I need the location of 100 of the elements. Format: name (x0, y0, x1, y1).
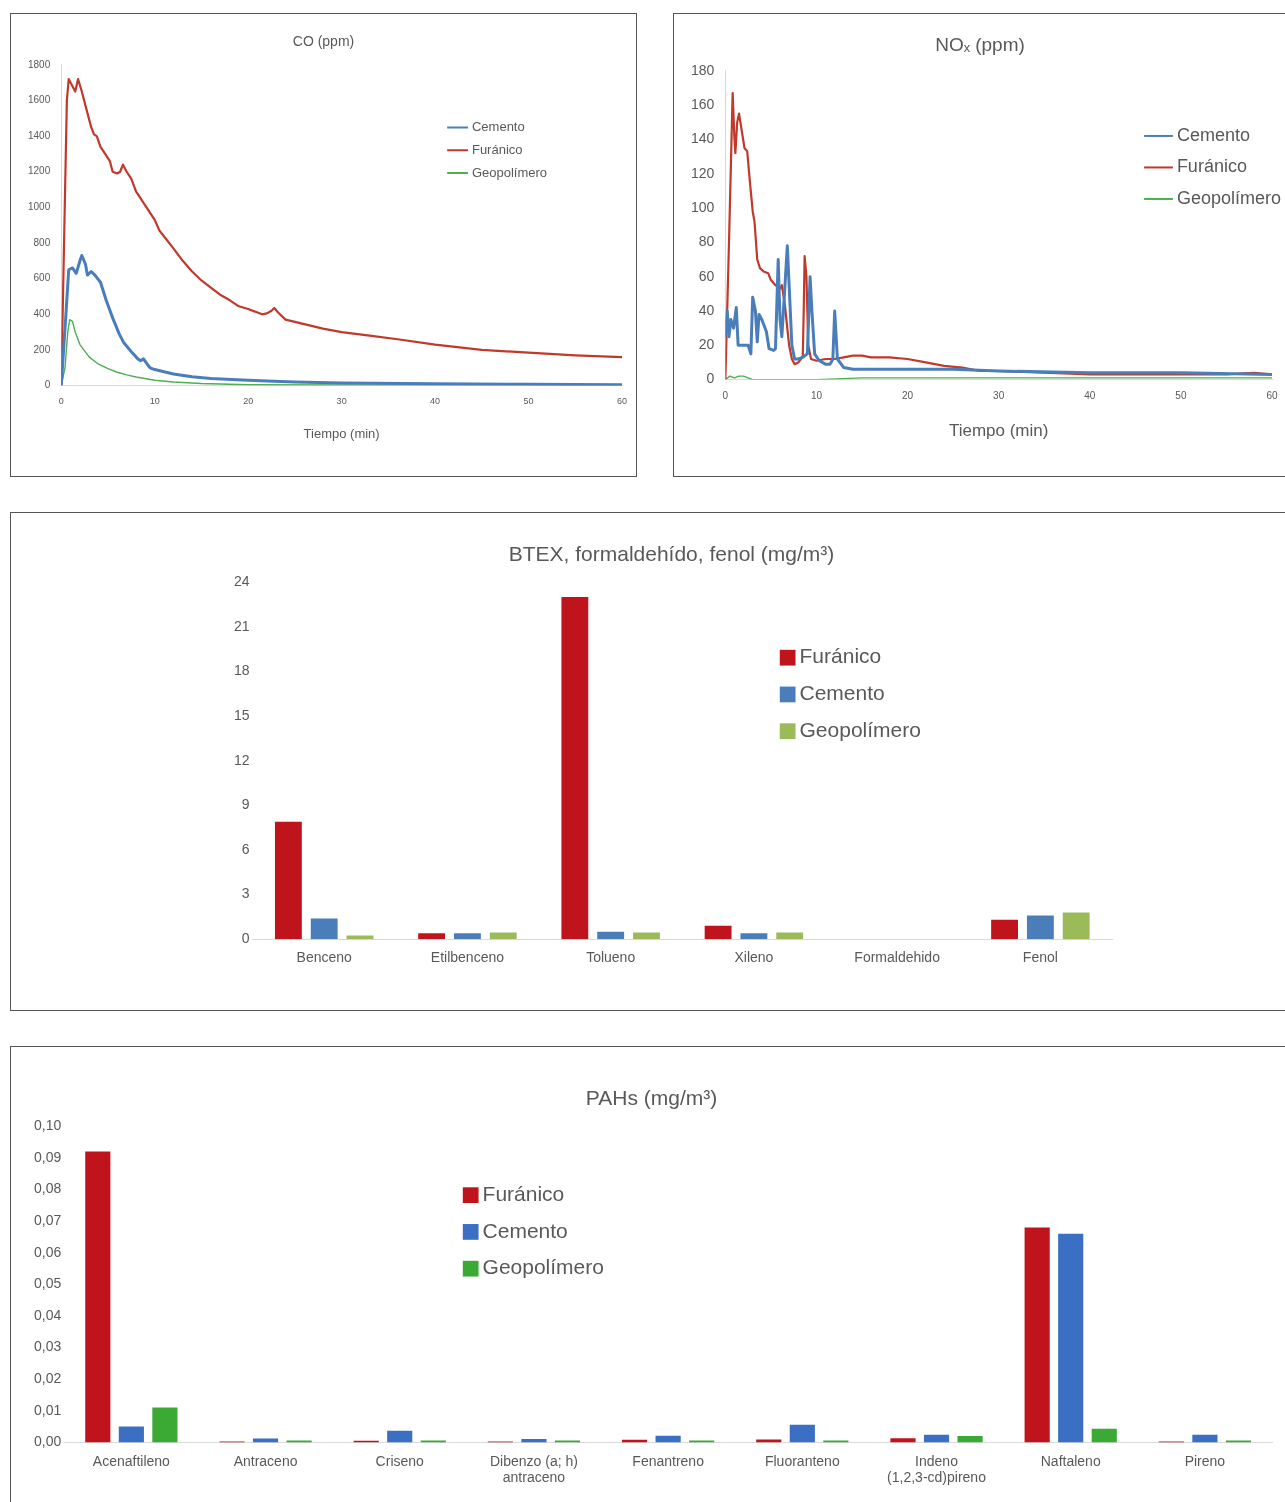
x-tick-label: 10 (810, 390, 823, 402)
y-tick-label: 0,00 (34, 1433, 62, 1450)
x-tick-label: 40 (430, 396, 441, 407)
y-tick-label: 100 (691, 198, 715, 215)
y-tick-label: 3 (241, 885, 250, 902)
x-tick-label: 20 (902, 390, 914, 402)
bar (789, 1424, 815, 1443)
y-tick-label: 60 (698, 267, 715, 284)
x-tick-label: 0 (722, 390, 729, 402)
x-tick-label: Formaldehido (854, 949, 941, 966)
x-tick-label: 60 (1266, 390, 1278, 402)
bar (776, 932, 804, 940)
y-tick-label: 0 (44, 379, 51, 391)
bar (740, 933, 768, 940)
y-tick-label: 12 (233, 751, 250, 768)
x-tick-label: 50 (523, 396, 534, 407)
bar (1062, 912, 1090, 940)
y-tick-label: 0,06 (34, 1243, 62, 1260)
bar (1026, 915, 1054, 940)
bar (310, 918, 338, 940)
x-tick-label: Criseno (375, 1452, 425, 1469)
bar (418, 933, 446, 940)
x-tick-label: 10 (149, 396, 160, 407)
bar (704, 925, 732, 940)
bar (1091, 1428, 1117, 1443)
bar (118, 1426, 144, 1443)
x-tick-label: Pireno (1184, 1452, 1226, 1469)
x-tick-label: Acenaftileno (92, 1452, 171, 1469)
bar (633, 932, 660, 940)
y-tick-label: 24 (233, 573, 250, 590)
legend-label: Cemento (1176, 124, 1250, 145)
x-tick-label: Xileno (734, 949, 774, 966)
bar (991, 919, 1018, 940)
y-tick-label: 0,08 (34, 1180, 62, 1197)
bar (1192, 1434, 1218, 1443)
y-tick-label: 400 (33, 308, 51, 320)
y-tick-label: 80 (698, 233, 715, 250)
x-tick-label: Etilbenceno (430, 949, 505, 966)
legend-label: Furánico (471, 141, 523, 157)
y-tick-label: 120 (691, 164, 715, 181)
y-tick-label: 1600 (28, 94, 51, 106)
y-tick-label: 0,05 (34, 1275, 62, 1292)
y-tick-label: 9 (241, 796, 250, 813)
y-tick-label: 0,09 (34, 1148, 62, 1165)
legend-label: Geopolímero (471, 164, 548, 180)
bar (454, 933, 481, 940)
legend-label: Furánico (482, 1181, 565, 1205)
y-tick-label: 600 (33, 272, 51, 284)
y-tick-label: 0,01 (34, 1401, 62, 1418)
x-tick-label: Benceno (296, 949, 353, 966)
bar (85, 1151, 111, 1443)
chart-title: CO (ppm) (292, 33, 355, 50)
y-tick-label: 1000 (28, 201, 51, 213)
legend-label: Furánico (1176, 156, 1247, 177)
bar (152, 1407, 178, 1443)
y-tick-label: 200 (33, 343, 51, 355)
x-tick-label: 60 (616, 396, 628, 407)
x-tick-label: 40 (1084, 390, 1096, 402)
legend-label: Geopolímero (799, 717, 921, 741)
bar (387, 1430, 413, 1443)
bar (489, 932, 517, 940)
legend-label: Geopolímero (482, 1255, 604, 1279)
x-tick-label: 30 (993, 390, 1005, 402)
x-tick-label: Antraceno (233, 1452, 298, 1469)
y-tick-label: 160 (691, 95, 715, 112)
y-tick-label: 0 (706, 370, 715, 387)
bar (561, 597, 589, 940)
chart-title: BTEX, formaldehído, fenol (mg/m³) (508, 542, 835, 566)
bar (923, 1434, 950, 1443)
legend-label: Cemento (482, 1218, 568, 1242)
y-tick-label: 180 (691, 61, 715, 78)
y-tick-label: 0,07 (34, 1211, 62, 1228)
bar (274, 821, 302, 940)
y-tick-label: 140 (691, 130, 715, 147)
x-tick-label: Fenantreno (632, 1452, 705, 1469)
y-tick-label: 1800 (28, 58, 51, 70)
x-tick-label: Dibenzo (a; h) antraceno (489, 1452, 578, 1486)
y-tick-label: 15 (233, 706, 250, 723)
bar (1058, 1233, 1084, 1443)
x-axis-title: Tiempo (min) (303, 425, 380, 441)
y-tick-label: 6 (241, 840, 250, 857)
y-tick-label: 0,04 (34, 1306, 62, 1323)
y-tick-label: 20 (698, 336, 715, 353)
legend-label: Furánico (799, 644, 882, 668)
y-tick-label: 18 (233, 662, 250, 679)
y-tick-label: 0,02 (34, 1370, 62, 1387)
bar (957, 1436, 983, 1443)
y-tick-label: 1400 (28, 129, 51, 141)
y-tick-label: 800 (33, 236, 51, 248)
y-tick-label: 0 (241, 930, 250, 947)
y-tick-label: 0,10 (34, 1117, 62, 1134)
x-tick-label: 50 (1175, 390, 1187, 402)
x-tick-label: Fenol (1022, 949, 1058, 966)
bar (655, 1435, 681, 1443)
y-tick-label: 40 (698, 301, 715, 318)
x-tick-label: Fluoranteno (764, 1452, 840, 1469)
bar (890, 1438, 916, 1443)
bar (346, 935, 374, 940)
legend-label: Cemento (799, 681, 885, 705)
legend-label: Cemento (471, 119, 525, 135)
